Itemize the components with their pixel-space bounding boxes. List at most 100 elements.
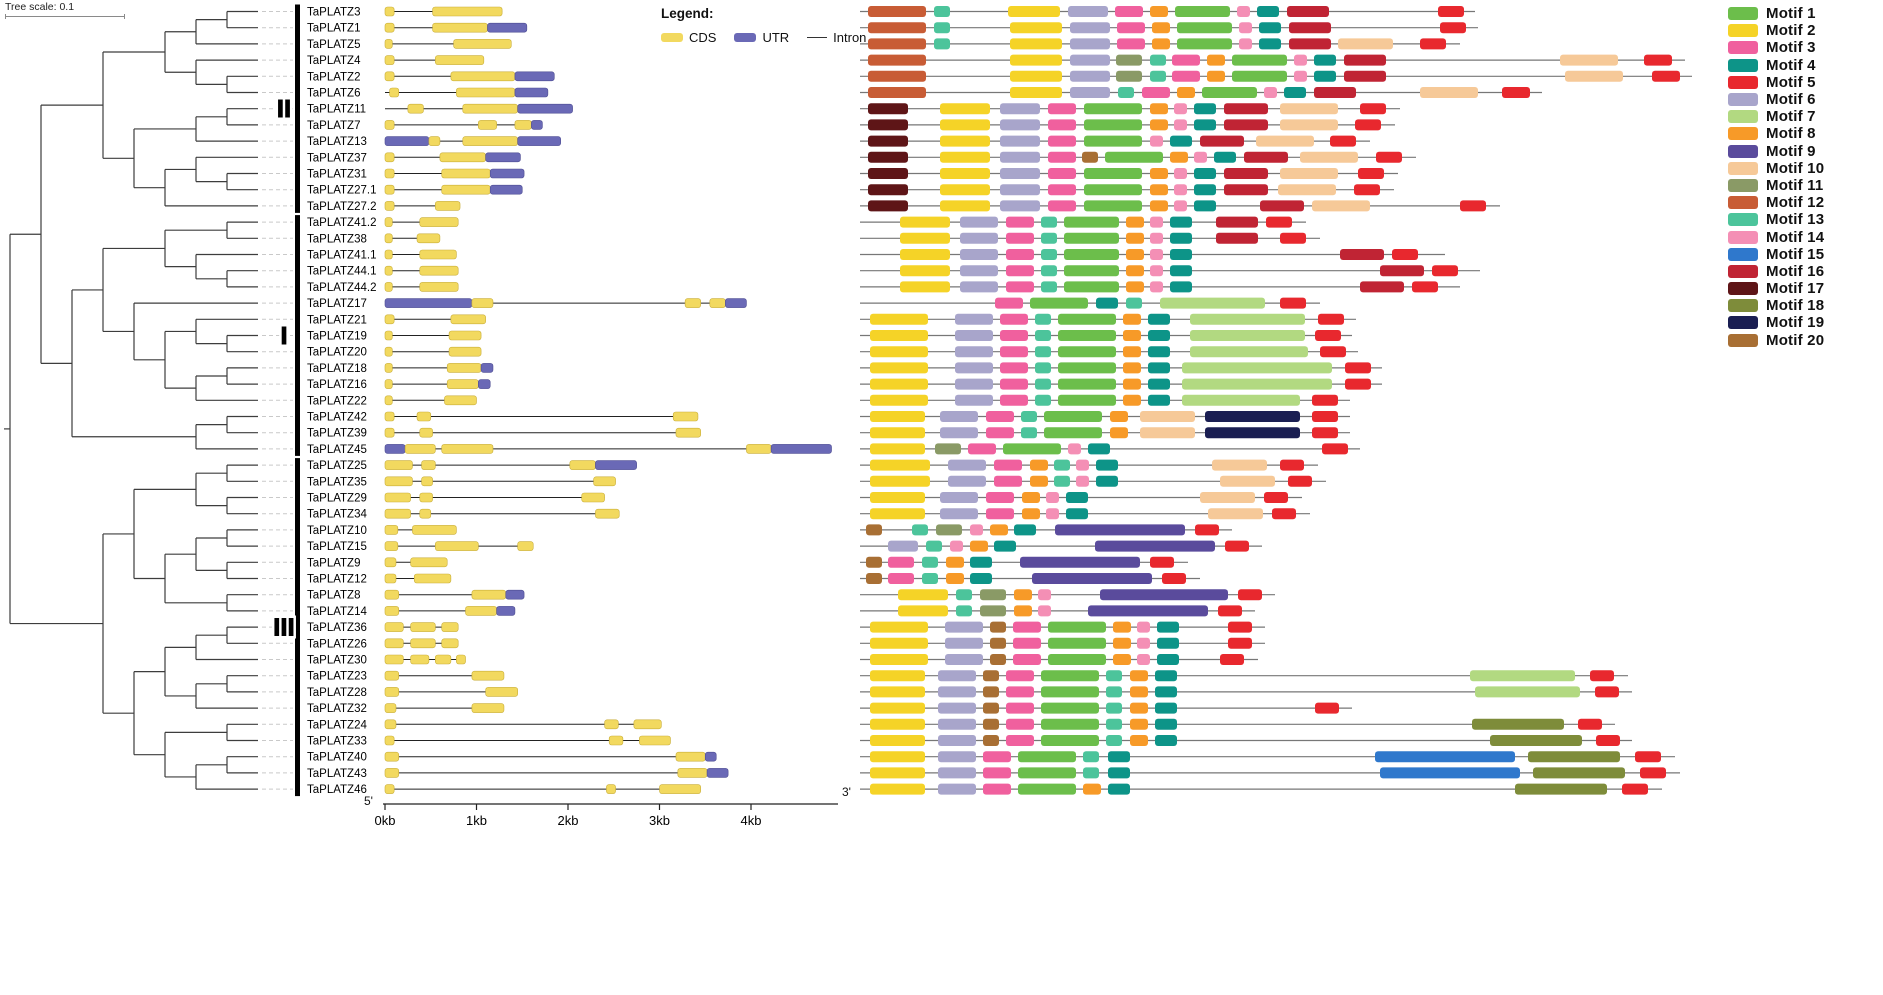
motif-box-5 bbox=[1330, 135, 1356, 147]
cds-segment bbox=[384, 589, 400, 600]
motif-box-10 bbox=[1208, 508, 1263, 520]
motif-box-5 bbox=[1322, 443, 1348, 455]
gene-structure-row bbox=[384, 6, 503, 17]
motif-label: Motif 17 bbox=[1766, 280, 1825, 298]
cds-segment bbox=[672, 411, 699, 422]
motif-box-6 bbox=[940, 492, 978, 503]
cds-segment bbox=[595, 508, 620, 519]
motif-box-2 bbox=[900, 216, 950, 228]
cds-segment bbox=[384, 201, 395, 211]
motif-box-11 bbox=[980, 605, 1006, 617]
motif-box-19 bbox=[1205, 411, 1300, 422]
cds-segment bbox=[384, 654, 404, 665]
motif-box-4 bbox=[1194, 184, 1216, 196]
gene-label: TaPLATZ39 bbox=[307, 428, 367, 440]
motif-box-6 bbox=[938, 702, 976, 714]
motif-box-5 bbox=[1392, 249, 1418, 260]
motif-box-3 bbox=[1006, 249, 1034, 260]
utr-segment bbox=[478, 379, 491, 389]
cds-segment bbox=[384, 638, 404, 649]
motif-box-7 bbox=[1182, 362, 1332, 374]
motif-box-8 bbox=[1113, 654, 1131, 665]
motif-box-3 bbox=[994, 459, 1022, 471]
motif-box-2 bbox=[1010, 87, 1062, 98]
motif-legend-item: Motif 20 bbox=[1728, 332, 1824, 349]
gene-label: TaPLATZ41.2 bbox=[307, 217, 376, 229]
motif-box-3 bbox=[1013, 621, 1041, 633]
motif-box-5 bbox=[1280, 232, 1306, 244]
gene-structure-row bbox=[384, 589, 525, 600]
gene-structure-row bbox=[384, 201, 461, 211]
motif-box-10 bbox=[1338, 38, 1393, 50]
motif-row bbox=[860, 767, 1680, 779]
gene-structure-row bbox=[384, 427, 701, 438]
motif-row bbox=[860, 621, 1265, 633]
gene-label: TaPLATZ19 bbox=[307, 331, 367, 343]
motif-box-6 bbox=[1000, 119, 1040, 131]
motif-box-2 bbox=[870, 394, 928, 406]
motif-box-18 bbox=[1515, 783, 1607, 795]
cds-segment bbox=[384, 525, 399, 535]
motif-swatch bbox=[1728, 178, 1758, 192]
motif-box-2 bbox=[870, 686, 925, 698]
motif-box-18 bbox=[1472, 718, 1564, 730]
motif-box-7 bbox=[1190, 330, 1305, 341]
motif-box-4 bbox=[1314, 54, 1336, 66]
cds-segment bbox=[384, 282, 393, 292]
motif-box-11 bbox=[1116, 54, 1142, 66]
gene-label: TaPLATZ24 bbox=[307, 719, 367, 731]
motif-box-5 bbox=[1635, 751, 1661, 763]
motif-box-2 bbox=[940, 119, 990, 131]
motif-box-4 bbox=[1108, 783, 1130, 795]
motif-box-5 bbox=[1228, 637, 1252, 649]
motif-box-5 bbox=[1266, 216, 1292, 228]
motif-box-6 bbox=[938, 686, 976, 698]
gene-structure-row bbox=[384, 233, 441, 244]
motif-box-6 bbox=[940, 427, 978, 439]
gene-structure-row bbox=[384, 184, 523, 195]
motif-box-5 bbox=[1345, 362, 1371, 374]
motif-row bbox=[860, 313, 1356, 325]
motif-box-13 bbox=[1035, 394, 1051, 406]
gene-structure-row bbox=[384, 346, 482, 357]
motif-box-1 bbox=[1084, 168, 1142, 179]
cds-segment bbox=[384, 6, 395, 17]
cds-segment bbox=[444, 395, 477, 406]
cds-segment bbox=[485, 687, 518, 697]
motif-box-8 bbox=[946, 556, 964, 568]
motif-row bbox=[860, 508, 1310, 520]
motif-swatch bbox=[1728, 316, 1758, 330]
gene-label: TaPLATZ43 bbox=[307, 768, 367, 780]
cds-segment bbox=[450, 314, 486, 325]
motif-row bbox=[860, 556, 1188, 568]
motif-box-2 bbox=[870, 767, 925, 779]
group-bar bbox=[295, 458, 300, 797]
motif-box-3 bbox=[1000, 394, 1028, 406]
motif-box-5 bbox=[1502, 87, 1530, 98]
cds-segment bbox=[514, 120, 532, 130]
motif-box-8 bbox=[1083, 783, 1101, 795]
motif-box-3 bbox=[1006, 216, 1034, 228]
motif-box-4 bbox=[970, 573, 992, 584]
motif-box-5 bbox=[1312, 427, 1338, 439]
cds-segment bbox=[435, 654, 452, 665]
motif-row bbox=[860, 22, 1478, 34]
motif-swatch bbox=[1728, 110, 1758, 124]
motif-box-8 bbox=[1014, 589, 1032, 601]
motif-box-5 bbox=[1360, 103, 1386, 115]
motif-label: Motif 11 bbox=[1766, 176, 1824, 194]
motif-row bbox=[860, 718, 1615, 730]
motif-legend-item: Motif 16 bbox=[1728, 263, 1824, 280]
motif-box-6 bbox=[1070, 70, 1110, 82]
motif-row bbox=[860, 151, 1416, 163]
cds-segment bbox=[384, 573, 397, 584]
motif-box-13 bbox=[1150, 70, 1166, 82]
motif-box-14 bbox=[1194, 151, 1207, 163]
cds-segment bbox=[410, 622, 436, 632]
gene-label: TaPLATZ21 bbox=[307, 314, 367, 326]
motif-label: Motif 16 bbox=[1766, 262, 1825, 280]
motif-swatch bbox=[1728, 213, 1758, 227]
motif-box-3 bbox=[1048, 200, 1076, 212]
motif-box-8 bbox=[1123, 378, 1141, 390]
cds-segment bbox=[478, 120, 497, 130]
